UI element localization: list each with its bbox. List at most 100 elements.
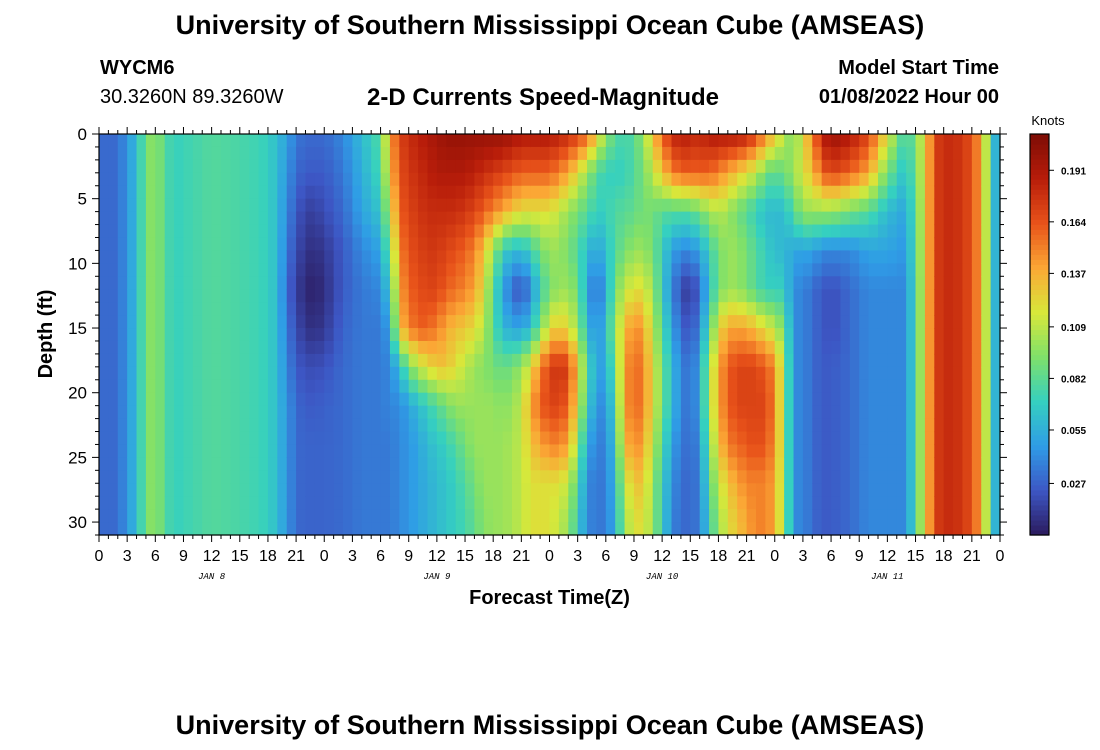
heatmap-cell: [587, 457, 598, 471]
heatmap-cell: [380, 159, 391, 174]
heatmap-cell: [202, 353, 213, 368]
heatmap-cell: [174, 263, 185, 277]
heatmap-cell: [587, 522, 598, 536]
heatmap-cell: [549, 263, 560, 277]
heatmap-cell: [765, 496, 776, 510]
heatmap-cell: [502, 146, 513, 161]
heatmap-cell: [511, 328, 522, 342]
heatmap-cell: [887, 224, 898, 239]
heatmap-cell: [277, 496, 288, 510]
heatmap-cell: [239, 379, 250, 394]
heatmap-cell: [530, 289, 541, 303]
heatmap-cell: [671, 185, 682, 200]
heatmap-cell: [418, 328, 429, 342]
heatmap-cell: [540, 224, 551, 239]
heatmap-cell: [99, 418, 109, 433]
heatmap-cell: [877, 224, 888, 239]
heatmap-cell: [746, 237, 757, 252]
heatmap-cell: [493, 263, 504, 277]
heatmap-cell: [136, 405, 147, 420]
heatmap-cell: [831, 522, 842, 536]
heatmap-cell: [296, 522, 307, 536]
heatmap-cell: [699, 328, 710, 342]
heatmap-cell: [427, 483, 438, 497]
heatmap-cell: [784, 172, 795, 187]
heatmap-cell: [258, 224, 269, 239]
heatmap-cell: [239, 198, 250, 213]
heatmap-cell: [108, 159, 119, 174]
heatmap-cell: [239, 276, 250, 290]
heatmap-cell: [361, 250, 372, 264]
heatmap-cell: [840, 431, 851, 446]
heatmap-cell: [587, 405, 598, 420]
heatmap-cell: [709, 457, 720, 471]
heatmap-cell: [915, 289, 926, 303]
heatmap-cell: [483, 172, 494, 187]
heatmap-cell: [483, 379, 494, 394]
heatmap-cell: [971, 483, 982, 497]
heatmap-cell: [530, 522, 541, 536]
heatmap-cell: [605, 159, 616, 174]
heatmap-cell: [924, 457, 935, 471]
x-tick-label: 6: [827, 548, 836, 565]
heatmap-cell: [221, 470, 231, 484]
heatmap-cell: [793, 328, 804, 342]
heatmap-cell: [849, 444, 860, 458]
heatmap-cell: [962, 405, 973, 420]
heatmap-cell: [521, 263, 532, 277]
heatmap-cell: [511, 276, 522, 290]
heatmap-cell: [971, 250, 982, 264]
heatmap-cell: [408, 431, 419, 446]
colorbar-segment: [1030, 139, 1049, 145]
heatmap-cell: [174, 328, 185, 342]
heatmap-cell: [877, 276, 888, 290]
heatmap-cell: [727, 302, 738, 316]
heatmap-cell: [493, 522, 504, 536]
heatmap-cell: [296, 159, 307, 174]
heatmap-cell: [427, 366, 438, 381]
heatmap-cell: [962, 276, 973, 290]
heatmap-cell: [399, 340, 410, 355]
heatmap-cell: [934, 483, 945, 497]
heatmap-cell: [924, 353, 935, 368]
heatmap-cell: [596, 302, 607, 316]
heatmap-cell: [202, 315, 213, 329]
heatmap-cell: [699, 379, 710, 394]
heatmap-cell: [915, 134, 926, 148]
heatmap-cell: [971, 328, 982, 342]
heatmap-cell: [127, 134, 138, 148]
heatmap-cell: [784, 366, 795, 381]
heatmap-cell: [239, 146, 250, 161]
heatmap-cell: [624, 444, 635, 458]
heatmap-cell: [784, 134, 795, 148]
heatmap-cell: [755, 328, 766, 342]
heatmap-cell: [493, 392, 504, 407]
heatmap-cell: [915, 444, 926, 458]
heatmap-cell: [127, 315, 138, 329]
heatmap-cell: [680, 431, 691, 446]
heatmap-cell: [286, 159, 297, 174]
heatmap-cell: [577, 172, 588, 187]
heatmap-cell: [296, 379, 307, 394]
heatmap-cell: [192, 224, 203, 239]
heatmap-cell: [333, 366, 344, 381]
heatmap-cell: [643, 302, 654, 316]
heatmap-cell: [408, 250, 419, 264]
heatmap-cell: [633, 237, 644, 252]
heatmap-cell: [117, 250, 128, 264]
heatmap-cell: [221, 172, 231, 187]
heatmap-cell: [465, 250, 476, 264]
heatmap-cell: [802, 379, 813, 394]
heatmap-cell: [286, 522, 297, 536]
heatmap-cell: [211, 470, 222, 484]
heatmap-cell: [953, 457, 964, 471]
heatmap-cell: [690, 289, 701, 303]
heatmap-cell: [624, 134, 635, 148]
heatmap-cell: [662, 353, 673, 368]
heatmap-cell: [474, 340, 485, 355]
heatmap-cell: [127, 379, 138, 394]
heatmap-cell: [887, 405, 898, 420]
heatmap-cell: [831, 302, 842, 316]
heatmap-cell: [953, 405, 964, 420]
heatmap-cell: [587, 146, 598, 161]
